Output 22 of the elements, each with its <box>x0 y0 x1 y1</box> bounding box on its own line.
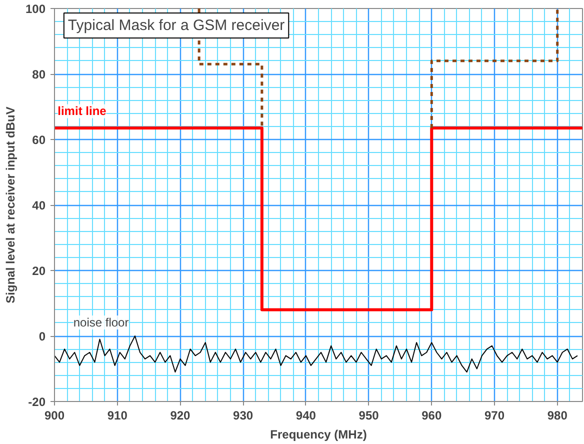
y-tick-label: -20 <box>28 395 46 409</box>
x-tick-label: 910 <box>107 408 128 422</box>
y-tick-label: 60 <box>32 133 46 147</box>
x-tick-label: 970 <box>484 408 505 422</box>
x-tick-label: 960 <box>422 408 442 422</box>
y-tick-label: 100 <box>25 2 46 16</box>
x-tick-label: 920 <box>170 408 191 422</box>
text: Typical Mask for a GSM receiver <box>68 16 285 34</box>
x-tick-label: 950 <box>358 408 380 422</box>
y-tick-label: 80 <box>32 68 46 82</box>
x-tick-label: 980 <box>547 408 568 422</box>
series-label: limit line <box>58 104 107 118</box>
y-tick-label: 20 <box>32 264 46 278</box>
line-series <box>54 336 578 373</box>
x-tick-label: 900 <box>44 408 65 422</box>
y-tick-label: 0 <box>38 330 46 344</box>
y-axis-title: Signal level at receiver input dBuV <box>3 106 18 304</box>
y-tick-label: 40 <box>32 198 46 212</box>
x-axis-title: Frequency (MHz) <box>270 428 367 442</box>
x-tick-label: 930 <box>233 408 254 422</box>
x-tick-label: 940 <box>296 408 316 422</box>
series-label: noise floor <box>73 315 129 330</box>
